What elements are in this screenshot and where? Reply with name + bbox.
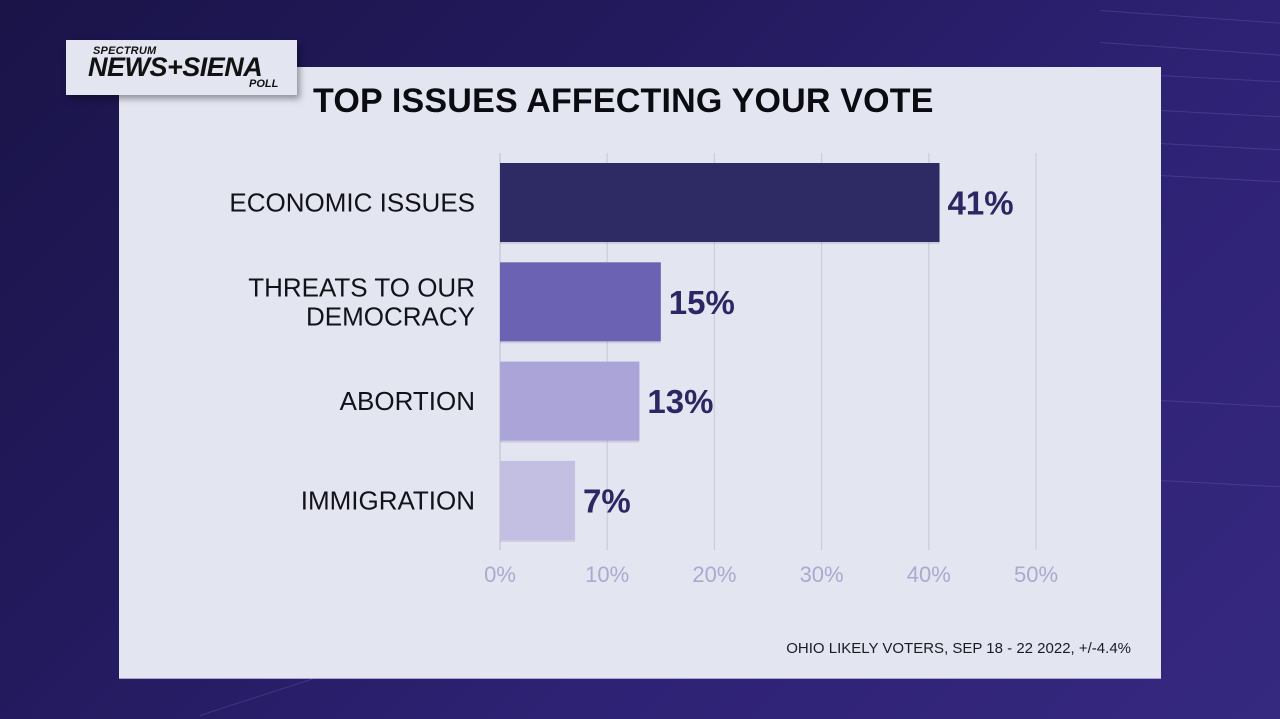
x-tick-label: 30% bbox=[800, 562, 844, 587]
x-tick-label: 0% bbox=[484, 562, 516, 587]
x-tick-label: 40% bbox=[907, 562, 951, 587]
x-axis-tick-labels: 0% 10% 20% 30% 40% 50% bbox=[484, 562, 1058, 587]
category-label: ECONOMIC ISSUES bbox=[229, 188, 475, 218]
value-label: 41% bbox=[948, 185, 1014, 222]
chart-title: TOP ISSUES AFFECTING YOUR VOTE bbox=[313, 82, 934, 120]
bar bbox=[500, 163, 940, 242]
x-tick-label: 50% bbox=[1014, 562, 1058, 587]
value-label: 7% bbox=[583, 482, 631, 519]
bar bbox=[500, 460, 576, 540]
source-note: OHIO LIKELY VOTERS, SEP 18 - 22 2022, +/… bbox=[786, 640, 1131, 657]
logo-news-siena-text: NEWS+SIENA bbox=[88, 52, 263, 82]
value-label: 13% bbox=[647, 383, 713, 420]
spectrum-news-siena-poll-logo: SPECTRUM NEWS+SIENA POLL bbox=[66, 40, 297, 95]
category-label: IMMIGRATION bbox=[301, 485, 475, 515]
category-label: ABORTION bbox=[340, 386, 475, 416]
value-labels: 41% 15% 13% 7% bbox=[583, 185, 1014, 520]
category-label: DEMOCRACY bbox=[306, 301, 475, 331]
value-label: 15% bbox=[669, 284, 735, 321]
x-tick-label: 20% bbox=[692, 562, 736, 587]
bars bbox=[500, 163, 940, 542]
bar bbox=[500, 361, 640, 441]
logo-poll-text: POLL bbox=[249, 78, 279, 90]
x-tick-label: 10% bbox=[585, 562, 629, 587]
category-label: THREATS TO OUR bbox=[248, 272, 475, 302]
logo-spectrum-text: SPECTRUM bbox=[93, 45, 157, 57]
bar bbox=[500, 262, 661, 342]
